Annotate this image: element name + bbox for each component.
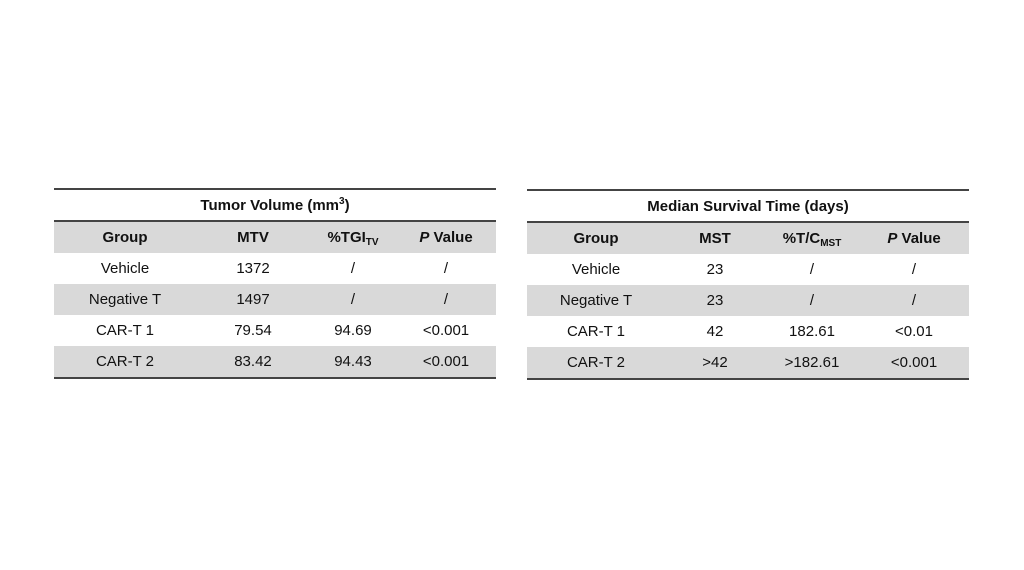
table-cell: / — [859, 285, 970, 316]
table-row: Vehicle 1372 / / — [54, 253, 496, 284]
col-header: %TGITV — [310, 221, 396, 253]
col-header: Group — [54, 221, 196, 253]
table-row: Negative T 23// — [527, 285, 970, 316]
table-cell: CAR-T 2 — [54, 346, 196, 379]
header-row: Group MST %T/CMST P Value — [527, 222, 970, 254]
table-row: Vehicle 23 / / — [527, 254, 969, 285]
table-row: CAR-T 1 79.54 94.69 <0.001 — [54, 315, 496, 346]
table-cell: <0.001 — [422, 322, 470, 339]
table-title: Median Survival Time (days) — [527, 189, 970, 223]
table-cell: CAR-T 1 — [566, 323, 626, 340]
table-cell: >182.61 — [765, 347, 859, 380]
table-cell: / — [911, 261, 917, 278]
table-cell: Vehicle — [571, 261, 621, 278]
col-header: MST — [665, 222, 765, 254]
table-cell: 94.69 — [334, 322, 372, 339]
table-cell: / — [443, 260, 449, 277]
col-header: Group — [527, 222, 665, 254]
table-cell: Vehicle — [100, 260, 150, 277]
table-cell: 83.42 — [196, 346, 310, 379]
table-cell: / — [765, 285, 859, 316]
table-cell: CAR-T 2 — [527, 347, 665, 380]
table-cell: CAR-T 1 — [95, 322, 155, 339]
col-header: P Value — [859, 222, 970, 254]
tumor-volume-table: Tumor Volume (mm3) Group MTV %TGITV P Va… — [54, 188, 496, 379]
table-cell: 23 — [706, 261, 724, 278]
table-cell: <0.001 — [396, 346, 496, 379]
col-header: MTV — [196, 221, 310, 253]
table-cell: / — [310, 284, 396, 315]
col-header: P Value — [396, 221, 496, 253]
table-row: CAR-T 2 >42 >182.61 <0.001 — [527, 347, 970, 380]
table-cell: / — [396, 284, 496, 315]
table-cell: 1497 — [196, 284, 310, 315]
col-header: %T/CMST — [765, 222, 859, 254]
table-cell: <0.001 — [859, 347, 970, 380]
table-cell: / — [809, 261, 815, 278]
table-cell: 182.61 — [789, 323, 835, 340]
table-cell: 23 — [665, 285, 765, 316]
table-cell: / — [350, 260, 356, 277]
table-cell: 42 — [706, 323, 724, 340]
table-cell: 79.54 — [234, 322, 272, 339]
table-cell: Negative T — [527, 285, 665, 316]
table-cell: <0.01 — [895, 323, 933, 340]
table-row: Negative T 1497// — [54, 284, 496, 315]
table-row: CAR-T 2 83.42 94.43 <0.001 — [54, 346, 496, 379]
table-cell: Negative T — [54, 284, 196, 315]
header-row: Group MTV %TGITV P Value — [54, 221, 496, 253]
table-row: CAR-T 1 42 182.61 <0.01 — [527, 316, 969, 347]
table-cell: 1372 — [236, 260, 270, 277]
table-cell: 94.43 — [310, 346, 396, 379]
table-cell: >42 — [665, 347, 765, 380]
table-title: Tumor Volume (mm3) — [54, 188, 496, 222]
median-survival-table: Median Survival Time (days) Group MST %T… — [527, 189, 970, 380]
